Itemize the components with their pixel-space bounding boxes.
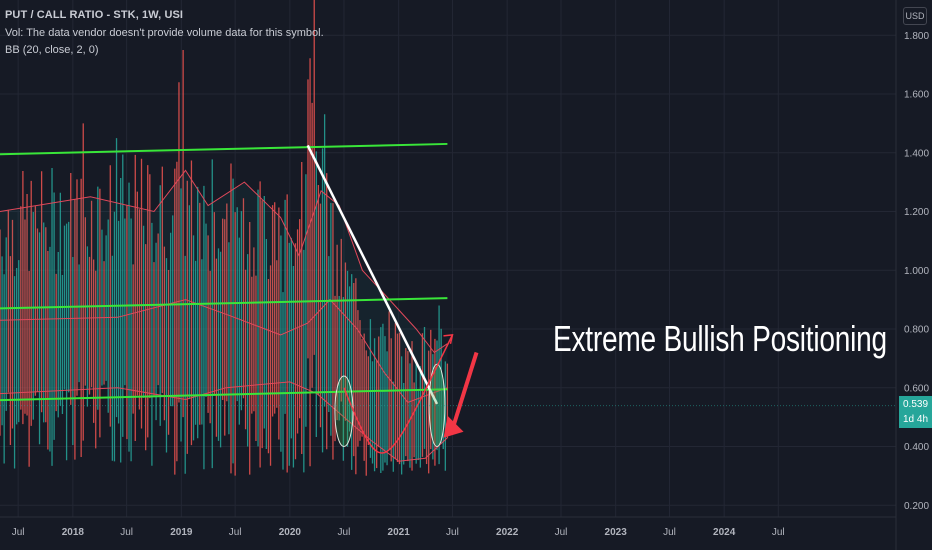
decline-line-line xyxy=(306,144,439,405)
x-tick-label: Jul xyxy=(663,527,676,538)
bollinger-fill xyxy=(0,170,448,462)
price-scale-panel xyxy=(896,0,932,550)
currency-button[interactable]: USD xyxy=(903,7,927,25)
x-tick-label: 2022 xyxy=(496,527,519,538)
reversal-curve-arrowhead xyxy=(443,334,454,345)
y-tick-label: 0.600 xyxy=(904,383,929,394)
y-tick-label: 0.800 xyxy=(904,325,929,336)
price-bars xyxy=(0,0,449,476)
x-tick-label: 2018 xyxy=(62,527,85,538)
y-tick-label: 1.000 xyxy=(904,266,929,277)
last-price-tag: 0.539 1d 4h xyxy=(899,396,932,428)
y-tick-label: 1.600 xyxy=(904,90,929,101)
bar-countdown: 1d 4h xyxy=(902,414,929,425)
annotation-arrow-head xyxy=(443,415,464,438)
x-tick-label: 2020 xyxy=(279,527,302,538)
x-tick-label: 2023 xyxy=(605,527,628,538)
trend-lines xyxy=(0,142,448,405)
x-tick-label: Jul xyxy=(772,527,785,538)
reversal-curve xyxy=(343,334,454,454)
time-scale-panel xyxy=(0,517,932,550)
lower-channel-line xyxy=(0,388,448,402)
highlight-ellipse-1 xyxy=(334,375,354,447)
indicator-label[interactable]: BB (20, close, 2, 0) xyxy=(5,44,99,56)
x-tick-label: Jul xyxy=(229,527,242,538)
middle-channel-line xyxy=(0,297,448,310)
x-tick-label: 2019 xyxy=(170,527,193,538)
bollinger-upper-line xyxy=(0,169,448,354)
volume-note: Vol: The data vendor doesn't provide vol… xyxy=(5,27,324,39)
last-price-value: 0.539 xyxy=(902,399,929,410)
drawings xyxy=(334,334,479,454)
y-tick-label: 1.800 xyxy=(904,31,929,42)
y-tick-label: 1.400 xyxy=(904,148,929,159)
upper-channel-line xyxy=(0,142,448,156)
annotation-arrow-shaft xyxy=(451,351,479,427)
x-tick-label: Jul xyxy=(446,527,459,538)
x-tick-label: 2024 xyxy=(713,527,736,538)
bollinger-bands xyxy=(0,169,448,462)
x-tick-label: Jul xyxy=(120,527,133,538)
x-tick-label: 2021 xyxy=(388,527,411,538)
annotation-text: Extreme Bullish Positioning xyxy=(553,318,887,359)
y-tick-label: 0.400 xyxy=(904,442,929,453)
y-tick-label: 0.200 xyxy=(904,501,929,512)
x-tick-label: Jul xyxy=(12,527,25,538)
y-tick-label: 1.200 xyxy=(904,207,929,218)
x-tick-label: Jul xyxy=(338,527,351,538)
x-tick-label: Jul xyxy=(555,527,568,538)
symbol-title[interactable]: PUT / CALL RATIO - STK, 1W, USI xyxy=(5,9,184,21)
